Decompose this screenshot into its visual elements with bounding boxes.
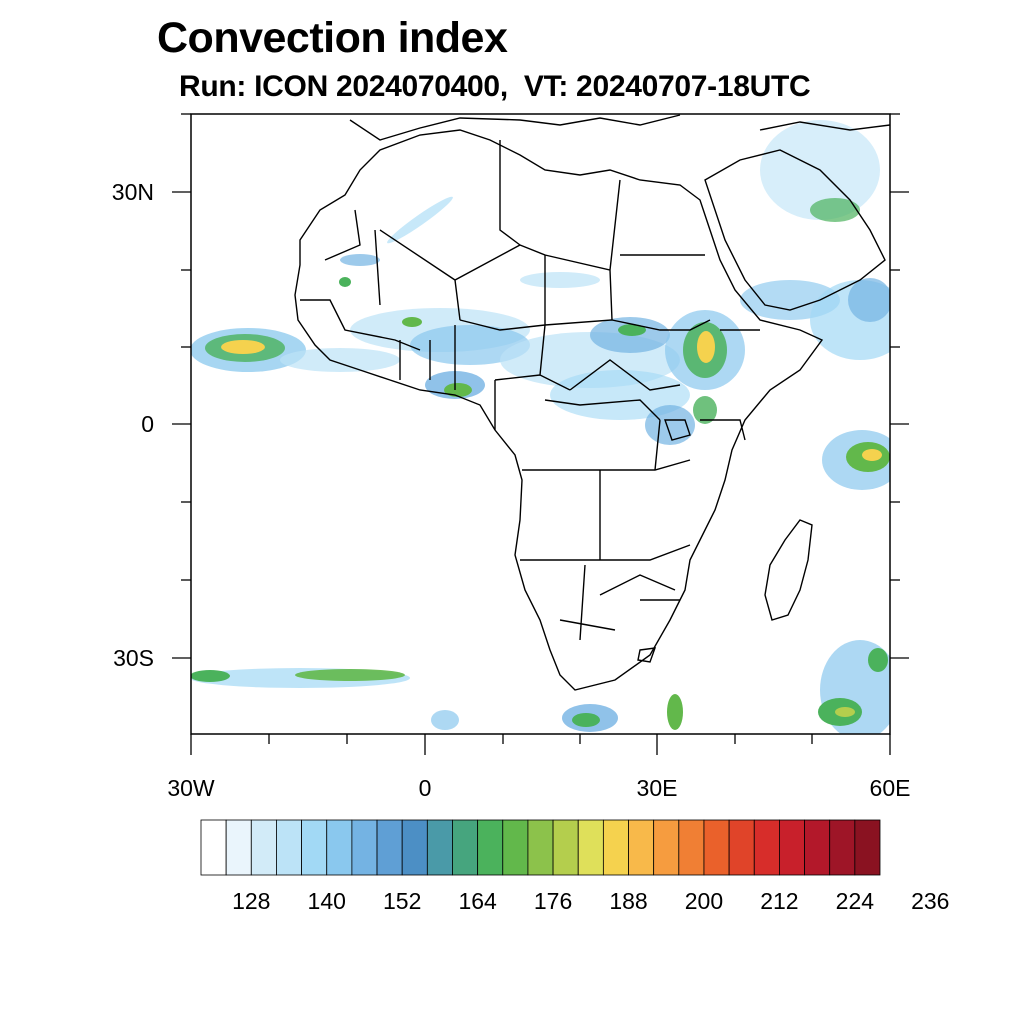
colorbar-swatch: [452, 819, 479, 876]
arabia-coastline: [704, 149, 886, 311]
colorbar-label: 188: [609, 888, 648, 914]
colorbar-swatch: [426, 819, 453, 876]
axis-ticks: [172, 113, 909, 755]
colorbar-swatch: [225, 819, 252, 876]
lat-label-30s: 30S: [113, 645, 154, 671]
lat-label-0: 0: [141, 411, 154, 437]
colorbar-swatch: [200, 819, 227, 876]
map-title: Convection index: [157, 14, 508, 62]
colorbar-label: 164: [458, 888, 497, 914]
colorbar-swatch: [276, 819, 302, 876]
africa-coastline: [294, 129, 824, 691]
colorbar-swatch: [804, 819, 831, 876]
colorbar-swatch: [250, 819, 277, 876]
madagascar-coastline: [764, 519, 813, 621]
convection-field: [191, 120, 890, 734]
colorbar-swatch: [779, 819, 805, 876]
colorbar-label: 212: [760, 888, 799, 914]
colorbar-swatch: [703, 819, 730, 876]
colorbar: [200, 819, 881, 876]
colorbar-swatch: [477, 819, 504, 876]
colorbar-swatch: [602, 819, 629, 876]
colorbar-label: 236: [911, 888, 950, 914]
colorbar-label: 152: [382, 888, 422, 914]
colorbar-swatch: [301, 819, 328, 876]
lon-label-0: 0: [418, 775, 432, 801]
colorbar-label: 224: [835, 888, 875, 914]
colorbar-swatch: [829, 819, 856, 876]
colorbar-swatch: [326, 819, 353, 876]
colorbar-swatch: [728, 819, 755, 876]
colorbar-swatch: [401, 819, 428, 876]
colorbar-label: 128: [232, 888, 271, 914]
colorbar-swatch: [577, 819, 604, 876]
coastlines: [294, 114, 890, 691]
lon-label-30w: 30W: [167, 775, 215, 801]
colorbar-swatch: [552, 819, 579, 876]
colorbar-label: 200: [684, 888, 724, 914]
colorbar-swatch: [678, 819, 705, 876]
colorbar-swatch: [527, 819, 554, 876]
lon-label-30e: 30E: [636, 775, 678, 801]
colorbar-swatch: [753, 819, 780, 876]
colorbar-swatch: [628, 819, 655, 876]
colorbar-swatch: [653, 819, 680, 876]
lon-label-60e: 60E: [869, 775, 911, 801]
map-subtitle: Run: ICON 2024070400, VT: 20240707-18UTC: [179, 70, 811, 103]
colorbar-label: 140: [307, 888, 346, 914]
colorbar-swatch: [854, 819, 881, 876]
colorbar-swatch: [376, 819, 403, 876]
colorbar-swatch: [351, 819, 378, 876]
colorbar-label: 176: [533, 888, 573, 914]
colorbar-swatch: [502, 819, 529, 876]
lat-label-30n: 30N: [111, 179, 154, 205]
